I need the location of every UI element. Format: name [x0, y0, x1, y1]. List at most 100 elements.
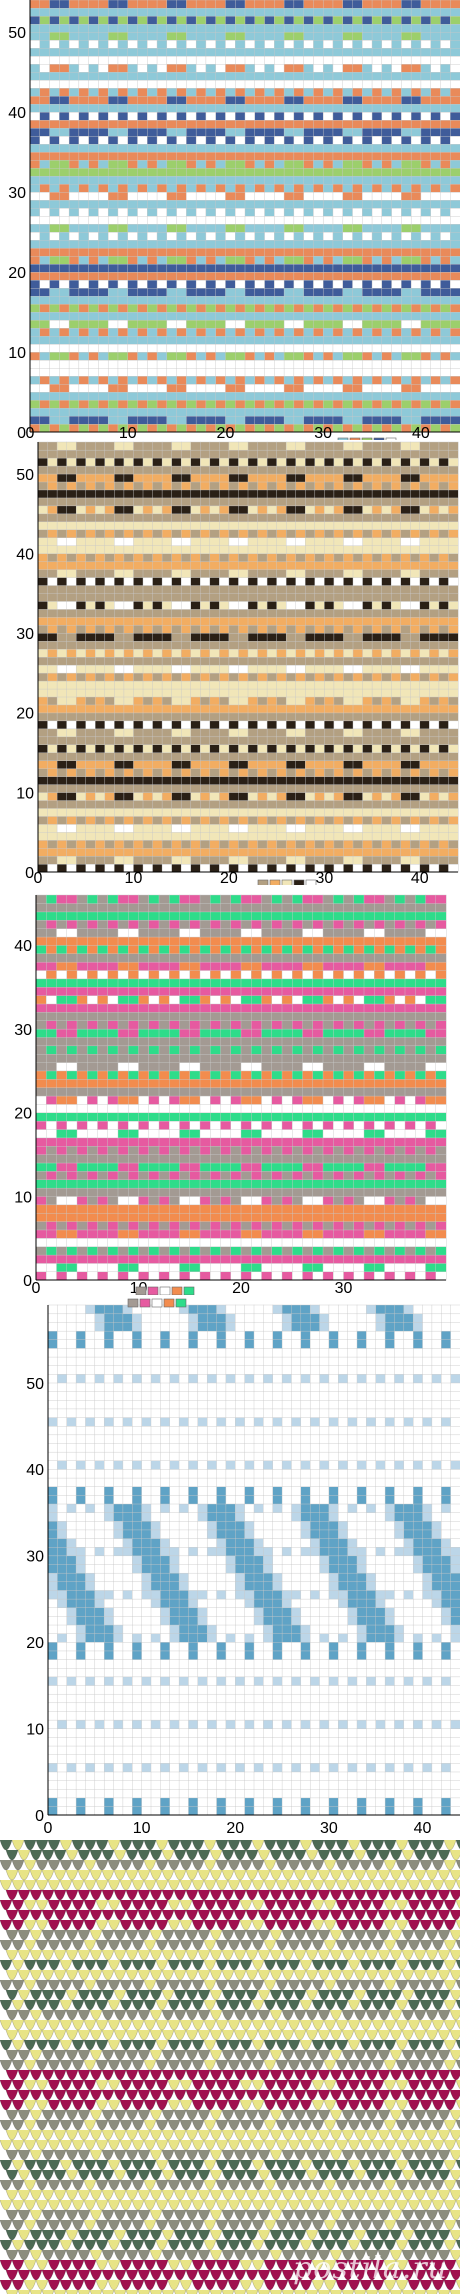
- chart-cell: [220, 1271, 232, 1281]
- chart-cell: [238, 473, 249, 483]
- chart-cell: [303, 111, 314, 121]
- chart-cell: [78, 15, 90, 25]
- chart-cell: [37, 537, 48, 546]
- chart-cell: [257, 720, 268, 730]
- chart-cell: [381, 151, 392, 161]
- chart-cell: [401, 39, 412, 49]
- chart-cell: [254, 111, 265, 121]
- chart-cell: [244, 239, 256, 249]
- chart-cell: [352, 545, 363, 554]
- chart-cell: [420, 55, 432, 65]
- chart-cell: [283, 39, 295, 49]
- chart-cell: [266, 545, 278, 554]
- chart-cell: [35, 1263, 47, 1273]
- chart-cell: [254, 311, 265, 321]
- chart-cell: [381, 521, 392, 530]
- chart-cell: [49, 39, 60, 49]
- chart-cell: [440, 367, 451, 377]
- chart-cell: [95, 792, 106, 801]
- chart-cell: [68, 191, 80, 201]
- chart-cell: [49, 399, 60, 409]
- chart-cell: [429, 609, 440, 618]
- chart-cell: [400, 449, 411, 459]
- chart-cell: [440, 23, 451, 33]
- chart-cell: [29, 279, 41, 289]
- chart-cell: [400, 728, 411, 738]
- chart-cell: [225, 343, 236, 353]
- chart-cell: [352, 593, 363, 602]
- chart-cell: [324, 704, 335, 714]
- chart-cell: [363, 1237, 375, 1247]
- chart-cell: [104, 824, 115, 833]
- chart-cell: [410, 632, 421, 642]
- chart-cell: [219, 577, 230, 586]
- chart-cell: [123, 847, 134, 857]
- chart-cell: [200, 863, 211, 873]
- chart-cell: [49, 247, 60, 257]
- chart-cell: [343, 577, 354, 586]
- chart-cell: [176, 191, 187, 201]
- chart-cell: [161, 863, 173, 873]
- chart-cell: [37, 816, 48, 825]
- chart-cell: [390, 553, 402, 562]
- chart-cell: [400, 736, 411, 745]
- chart-cell: [47, 688, 58, 698]
- chart-cell: [450, 55, 460, 65]
- chart-cell: [254, 239, 265, 249]
- chart-cell: [448, 593, 459, 602]
- chart-cell: [68, 39, 80, 49]
- chart-cell: [200, 720, 211, 730]
- chart-cell: [215, 407, 226, 417]
- chart-cell: [195, 167, 207, 177]
- chart-cell: [47, 752, 58, 761]
- chart-cell: [410, 359, 422, 369]
- chart-cell: [98, 55, 109, 65]
- chart-cell: [257, 672, 268, 682]
- chart-cell: [205, 383, 217, 393]
- chart-cell: [343, 481, 354, 491]
- chart-cell: [352, 39, 363, 49]
- chart-cell: [195, 31, 207, 41]
- chart-cell: [430, 231, 441, 241]
- chart-cell: [209, 696, 220, 706]
- chart-cell: [244, 399, 256, 409]
- chart-cell: [313, 191, 324, 201]
- chart-cell: [49, 183, 60, 193]
- chart-cell: [220, 1246, 232, 1256]
- chart-cell: [195, 63, 207, 73]
- chart-cell: [85, 776, 96, 785]
- chart-cell: [303, 159, 314, 169]
- y-tick-label: 20: [8, 265, 26, 282]
- chart-cell: [305, 648, 316, 658]
- chart-cell: [47, 712, 58, 722]
- chart-cell: [171, 672, 182, 682]
- chart-cell: [285, 776, 297, 785]
- chart-cell: [332, 47, 344, 57]
- chart-cell: [161, 792, 173, 801]
- chart-cell: [215, 87, 226, 97]
- chart-cell: [264, 231, 275, 241]
- chart-cell: [238, 680, 249, 690]
- chart-cell: [123, 656, 134, 666]
- chart-cell: [59, 223, 70, 233]
- chart-cell: [314, 855, 325, 865]
- chart-cell: [314, 616, 325, 626]
- chart-cell: [190, 712, 201, 722]
- chart-cell: [276, 640, 287, 650]
- chart-cell: [123, 601, 134, 610]
- chart-cell: [186, 159, 197, 169]
- chart-cell: [410, 375, 422, 385]
- chart-cell: [98, 215, 109, 225]
- chart-cell: [29, 335, 41, 345]
- chart-cell: [29, 103, 41, 113]
- chart-cell: [276, 473, 287, 483]
- chart-cell: [75, 784, 87, 793]
- chart-cell: [123, 481, 134, 491]
- chart-cell: [104, 521, 115, 530]
- chart-cell: [200, 624, 211, 634]
- chart-cell: [47, 816, 58, 825]
- chart-cell: [195, 367, 207, 377]
- chart-cell: [195, 95, 207, 105]
- chart-cell: [176, 151, 187, 161]
- chart-cell: [352, 760, 363, 769]
